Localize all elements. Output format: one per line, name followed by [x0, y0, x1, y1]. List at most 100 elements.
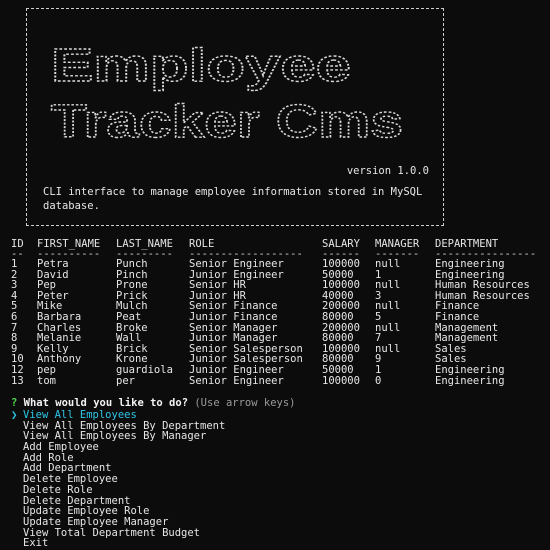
cell-first-name: Melanie [37, 332, 82, 345]
prompt-question-mark-icon: ? [11, 397, 18, 409]
menu-item-label: Add Role [23, 451, 74, 464]
table-row: 5 Mike Mulch Senior Finance 200000 null Financ… [11, 301, 541, 312]
menu-item[interactable]: ❯ View All Employees [11, 410, 541, 421]
cell-salary: 200000 [322, 321, 360, 334]
cell-id: 9 [11, 342, 18, 355]
menu-item-label: View All Employees [23, 409, 137, 421]
cell-id: 12 [11, 363, 24, 376]
cell-salary: 80000 [322, 332, 354, 345]
menu-item[interactable]: Update Employee Role [11, 506, 541, 517]
table-row: 10 Anthony Krone Junior Salesperson 80000 9 Sa… [11, 354, 541, 365]
menu-item[interactable]: View All Employees By Manager [11, 431, 541, 442]
menu-item[interactable]: View All Employees By Department [11, 419, 541, 432]
cell-first-name: Kelly [37, 342, 69, 355]
separator-manager: ------- [375, 251, 420, 259]
table-body: 1 Petra Punch Senior Engineer 100000 null Engi… [11, 259, 541, 386]
cell-manager: 7 [375, 332, 382, 345]
cell-id: 10 [11, 353, 24, 366]
app-banner: Employee Tracker Cms version 1.0.0 CLI i… [26, 8, 444, 226]
cell-manager: 9 [375, 353, 382, 366]
separator-salary: ------ [322, 251, 360, 259]
cell-last-name: guardiola [116, 363, 173, 376]
menu-item-label: Add Department [23, 462, 112, 475]
cell-first-name: David [37, 268, 69, 281]
menu-item[interactable]: Exit [11, 538, 541, 549]
title-line-2: Tracker Cms [51, 95, 403, 145]
table-separator-row: -- ---------- --------- ----------------… [11, 251, 541, 259]
cell-first-name: Pep [37, 279, 56, 292]
cell-role: Junior Engineer [189, 268, 284, 281]
cell-last-name: Broke [116, 321, 148, 334]
cell-department: Human Resources [435, 289, 530, 302]
cell-salary: 100000 [322, 374, 360, 387]
cell-department: Engineering [435, 258, 505, 270]
cell-role: Senior Engineer [189, 258, 284, 270]
cell-department: Management [435, 332, 499, 345]
column-header-first-name: FIRST_NAME [37, 238, 101, 250]
menu-item[interactable]: Add Role [11, 451, 541, 464]
separator-department: ---------------- [435, 251, 537, 259]
cell-id: 7 [11, 321, 18, 334]
menu-item-label: Update Employee Manager [23, 515, 169, 528]
cell-role: Senior Manager [189, 321, 278, 334]
cell-salary: 50000 [322, 363, 354, 376]
menu-item-label: View All Employees By Manager [23, 430, 207, 443]
cell-last-name: per [116, 374, 135, 387]
menu-item[interactable]: Update Employee Manager [11, 517, 541, 528]
ascii-title-art: Employee Tracker Cms [47, 35, 407, 147]
cell-id: 13 [11, 374, 24, 387]
cell-id: 4 [11, 289, 18, 302]
cell-manager: null [375, 279, 401, 292]
cell-last-name: Peat [116, 310, 142, 323]
menu-item[interactable]: View Total Department Budget [11, 527, 541, 539]
employee-table: ID FIRST_NAME LAST_NAME ROLE SALARY MANA… [11, 238, 541, 386]
menu-item[interactable]: Delete Employee [11, 474, 541, 485]
separator-id: -- [11, 251, 24, 259]
cell-first-name: pep [37, 363, 56, 376]
cell-manager: 0 [375, 374, 382, 387]
column-header-department: DEPARTMENT [435, 238, 499, 250]
menu-item-label: Delete Department [23, 494, 131, 507]
cell-id: 8 [11, 332, 18, 345]
cell-department: Sales [435, 342, 467, 355]
version-label: version 1.0.0 [346, 165, 429, 177]
menu-item[interactable]: Add Employee [11, 442, 541, 453]
cell-id: 3 [11, 279, 18, 292]
pointer-icon: ❯ [11, 409, 18, 421]
column-header-role: ROLE [189, 238, 215, 250]
cell-role: Senior Finance [189, 300, 278, 313]
cell-first-name: Peter [37, 289, 69, 302]
cell-salary: 80000 [322, 310, 354, 323]
cell-salary: 80000 [322, 353, 354, 366]
table-row: 8 Melanie Wall Junior Manager 80000 7 Manageme… [11, 333, 541, 344]
cell-manager: null [375, 300, 401, 313]
menu-item-label: Add Employee [23, 441, 99, 454]
cell-department: Management [435, 321, 499, 334]
cell-first-name: Charles [37, 321, 82, 334]
menu-item-label: Delete Employee [23, 473, 118, 486]
cell-department: Sales [435, 353, 467, 366]
cell-manager: 3 [375, 289, 382, 302]
cell-last-name: Brick [116, 342, 148, 355]
cell-role: Junior Engineer [189, 363, 284, 376]
cell-id: 5 [11, 300, 18, 313]
cell-department: Engineering [435, 268, 505, 281]
cell-first-name: Barbara [37, 310, 82, 323]
cell-manager: 5 [375, 310, 382, 323]
menu-item-label: View All Employees By Department [23, 419, 226, 432]
app-description: CLI interface to manage employee informa… [43, 186, 423, 212]
cell-salary: 200000 [322, 300, 360, 313]
column-header-manager: MANAGER [375, 238, 420, 250]
cell-department: Finance [435, 300, 480, 313]
column-header-last-name: LAST_NAME [116, 238, 173, 250]
cell-role: Senior Engineer [189, 374, 284, 387]
cell-id: 2 [11, 268, 18, 281]
cell-manager: null [375, 342, 401, 355]
menu-item[interactable]: Add Department [11, 463, 541, 474]
column-header-salary: SALARY [322, 238, 360, 250]
menu-item[interactable]: Delete Department [11, 494, 541, 507]
title-logo: Employee Tracker Cms [50, 38, 403, 147]
cell-department: Engineering [435, 374, 505, 387]
menu-item[interactable]: Delete Role [11, 484, 541, 496]
